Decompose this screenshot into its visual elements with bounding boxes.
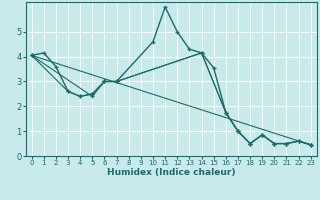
X-axis label: Humidex (Indice chaleur): Humidex (Indice chaleur): [107, 168, 236, 177]
